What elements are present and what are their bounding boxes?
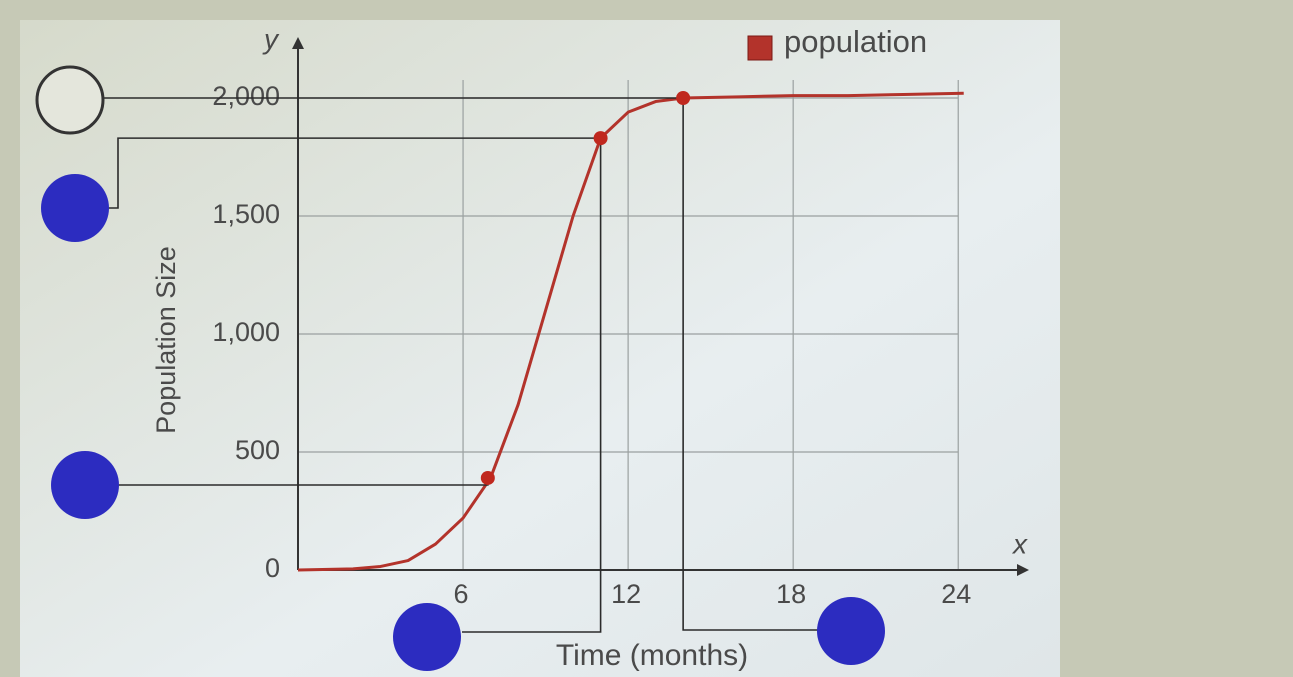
y-axis-title: Population Size (151, 246, 181, 434)
answer-dot[interactable] (41, 174, 109, 242)
x-tick-label: 12 (611, 579, 641, 609)
connector-line (108, 137, 602, 633)
answer-dot[interactable] (817, 597, 885, 665)
y-tick-label: 0 (265, 553, 280, 583)
legend-swatch (747, 35, 773, 61)
y-tick-label: 1,000 (212, 317, 280, 347)
highlighted-point (676, 91, 691, 105)
answer-dot-empty[interactable] (35, 65, 105, 135)
y-axis-letter: y (262, 23, 280, 54)
y-axis-arrow (292, 37, 304, 49)
y-tick-label: 2,000 (212, 81, 280, 111)
population-curve (297, 91, 964, 572)
x-axis-arrow (1017, 564, 1029, 576)
x-axis-title: Time (months) (556, 639, 748, 672)
highlighted-point (593, 131, 608, 146)
answer-dot[interactable] (51, 451, 119, 519)
plot-background (20, 20, 1060, 677)
x-tick-label: 6 (454, 579, 469, 609)
y-tick-label: 1,500 (212, 199, 280, 229)
x-tick-label: 24 (941, 579, 971, 609)
connector-line (103, 97, 818, 631)
x-tick-label: 18 (776, 579, 806, 609)
y-tick-label: 500 (235, 435, 280, 465)
legend-label: population (784, 24, 927, 59)
highlighted-point (480, 470, 495, 485)
answer-dot[interactable] (393, 603, 461, 671)
x-axis-letter: x (1011, 528, 1028, 559)
